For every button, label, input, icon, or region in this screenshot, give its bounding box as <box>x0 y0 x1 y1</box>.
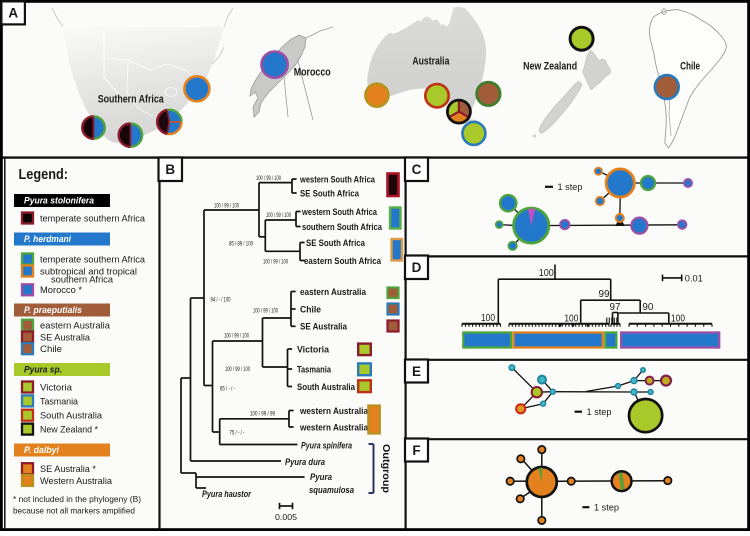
svg-text:100 / 99 / 100: 100 / 99 / 100 <box>214 203 239 210</box>
svg-text:SE Australia: SE Australia <box>40 332 91 343</box>
svg-text:C: C <box>412 162 422 177</box>
svg-text:100: 100 <box>564 314 578 325</box>
svg-text:Pyura spinifera: Pyura spinifera <box>301 440 352 451</box>
svg-text:1 step: 1 step <box>587 407 612 417</box>
svg-text:0.01: 0.01 <box>685 273 703 283</box>
svg-text:* not included in the phylogen: * not included in the phylogeny (B) <box>13 494 141 504</box>
svg-text:eastern Australia: eastern Australia <box>300 287 367 298</box>
svg-text:Outgroup: Outgroup <box>380 444 391 493</box>
svg-text:100: 100 <box>481 313 495 324</box>
svg-text:F: F <box>412 443 420 458</box>
svg-text:Victoria: Victoria <box>40 382 73 393</box>
svg-text:85 / 89 / 100: 85 / 89 / 100 <box>229 241 253 248</box>
svg-text:P. herdmani: P. herdmani <box>24 234 71 245</box>
svg-text:100 / 99 / 100: 100 / 99 / 100 <box>253 308 278 315</box>
svg-text:97: 97 <box>610 302 621 313</box>
svg-text:1 step: 1 step <box>558 182 583 192</box>
svg-text:Victoria: Victoria <box>297 344 330 355</box>
svg-text:Pyura dura: Pyura dura <box>285 457 325 468</box>
svg-text:western Australia: western Australia <box>299 422 368 433</box>
svg-text:Western Australia: Western Australia <box>40 476 113 487</box>
svg-text:Pyura haustor: Pyura haustor <box>202 489 252 500</box>
svg-text:western South Africa: western South Africa <box>299 174 375 185</box>
svg-text:P. praeputialis: P. praeputialis <box>24 305 82 316</box>
svg-text:New Zealand *: New Zealand * <box>40 425 98 436</box>
svg-text:100 / 99 / 100: 100 / 99 / 100 <box>256 175 281 182</box>
svg-text:squamulosa: squamulosa <box>309 485 354 496</box>
svg-text:Chile: Chile <box>300 304 321 315</box>
svg-text:1 step: 1 step <box>594 503 619 513</box>
svg-text:Pyura sp.: Pyura sp. <box>24 364 62 375</box>
svg-text:Chile: Chile <box>40 344 62 355</box>
svg-text:P. dalbyi: P. dalbyi <box>24 445 59 456</box>
svg-text:because not all markers amplif: because not all markers amplified <box>13 506 135 516</box>
svg-text:D: D <box>412 260 422 275</box>
svg-text:E: E <box>412 364 421 379</box>
svg-text:Morocco: Morocco <box>294 67 331 79</box>
svg-text:southern Africa: southern Africa <box>51 274 114 285</box>
svg-text:100 / 99 / 100: 100 / 99 / 100 <box>224 333 249 340</box>
svg-text:western South Africa: western South Africa <box>301 207 377 218</box>
svg-text:99: 99 <box>599 289 610 300</box>
svg-text:Legend:: Legend: <box>19 166 69 183</box>
svg-text:90: 90 <box>642 302 654 313</box>
svg-text:A: A <box>8 6 18 21</box>
svg-text:Tasmania: Tasmania <box>40 396 79 407</box>
svg-text:eastern Australia: eastern Australia <box>40 321 111 332</box>
svg-text:94 / - / 100: 94 / - / 100 <box>211 297 231 304</box>
svg-text:western Australia: western Australia <box>299 406 368 417</box>
svg-text:South Australia: South Australia <box>297 382 356 393</box>
svg-text:100 / 99 / 100: 100 / 99 / 100 <box>263 259 288 266</box>
svg-text:Australia: Australia <box>412 56 450 68</box>
svg-text:75 / - / -: 75 / - / - <box>230 430 245 437</box>
svg-text:65 / - / -: 65 / - / - <box>220 386 235 393</box>
svg-text:Chile: Chile <box>680 60 700 72</box>
svg-text:Pyura: Pyura <box>310 472 332 483</box>
svg-text:SE Australia *: SE Australia * <box>40 464 96 475</box>
svg-text:temperate southern Africa: temperate southern Africa <box>40 213 146 224</box>
svg-text:0.005: 0.005 <box>275 512 297 522</box>
svg-text:Morocco *: Morocco * <box>40 285 82 296</box>
svg-text:B: B <box>165 162 175 177</box>
svg-text:eastern South Africa: eastern South Africa <box>304 256 382 267</box>
svg-text:100 / 99 / 100: 100 / 99 / 100 <box>266 212 291 219</box>
svg-text:100: 100 <box>671 314 685 325</box>
svg-text:Tasmania: Tasmania <box>297 364 332 375</box>
svg-text:SE South Africa: SE South Africa <box>300 188 360 199</box>
svg-text:southern South Africa: southern South Africa <box>302 222 383 233</box>
svg-text:100: 100 <box>539 268 554 279</box>
svg-text:100 / 99 / 100: 100 / 99 / 100 <box>225 366 250 373</box>
svg-text:New Zealand: New Zealand <box>523 60 577 72</box>
svg-text:Southern Africa: Southern Africa <box>98 93 165 105</box>
svg-text:South Australia: South Australia <box>40 411 103 422</box>
svg-text:100 / 99 / 99: 100 / 99 / 99 <box>250 411 275 418</box>
svg-text:temperate southern Africa: temperate southern Africa <box>40 254 146 265</box>
svg-text:SE Australia: SE Australia <box>300 321 348 332</box>
svg-text:SE South Africa: SE South Africa <box>306 238 366 249</box>
svg-text:Pyura stolonifera: Pyura stolonifera <box>24 195 94 206</box>
